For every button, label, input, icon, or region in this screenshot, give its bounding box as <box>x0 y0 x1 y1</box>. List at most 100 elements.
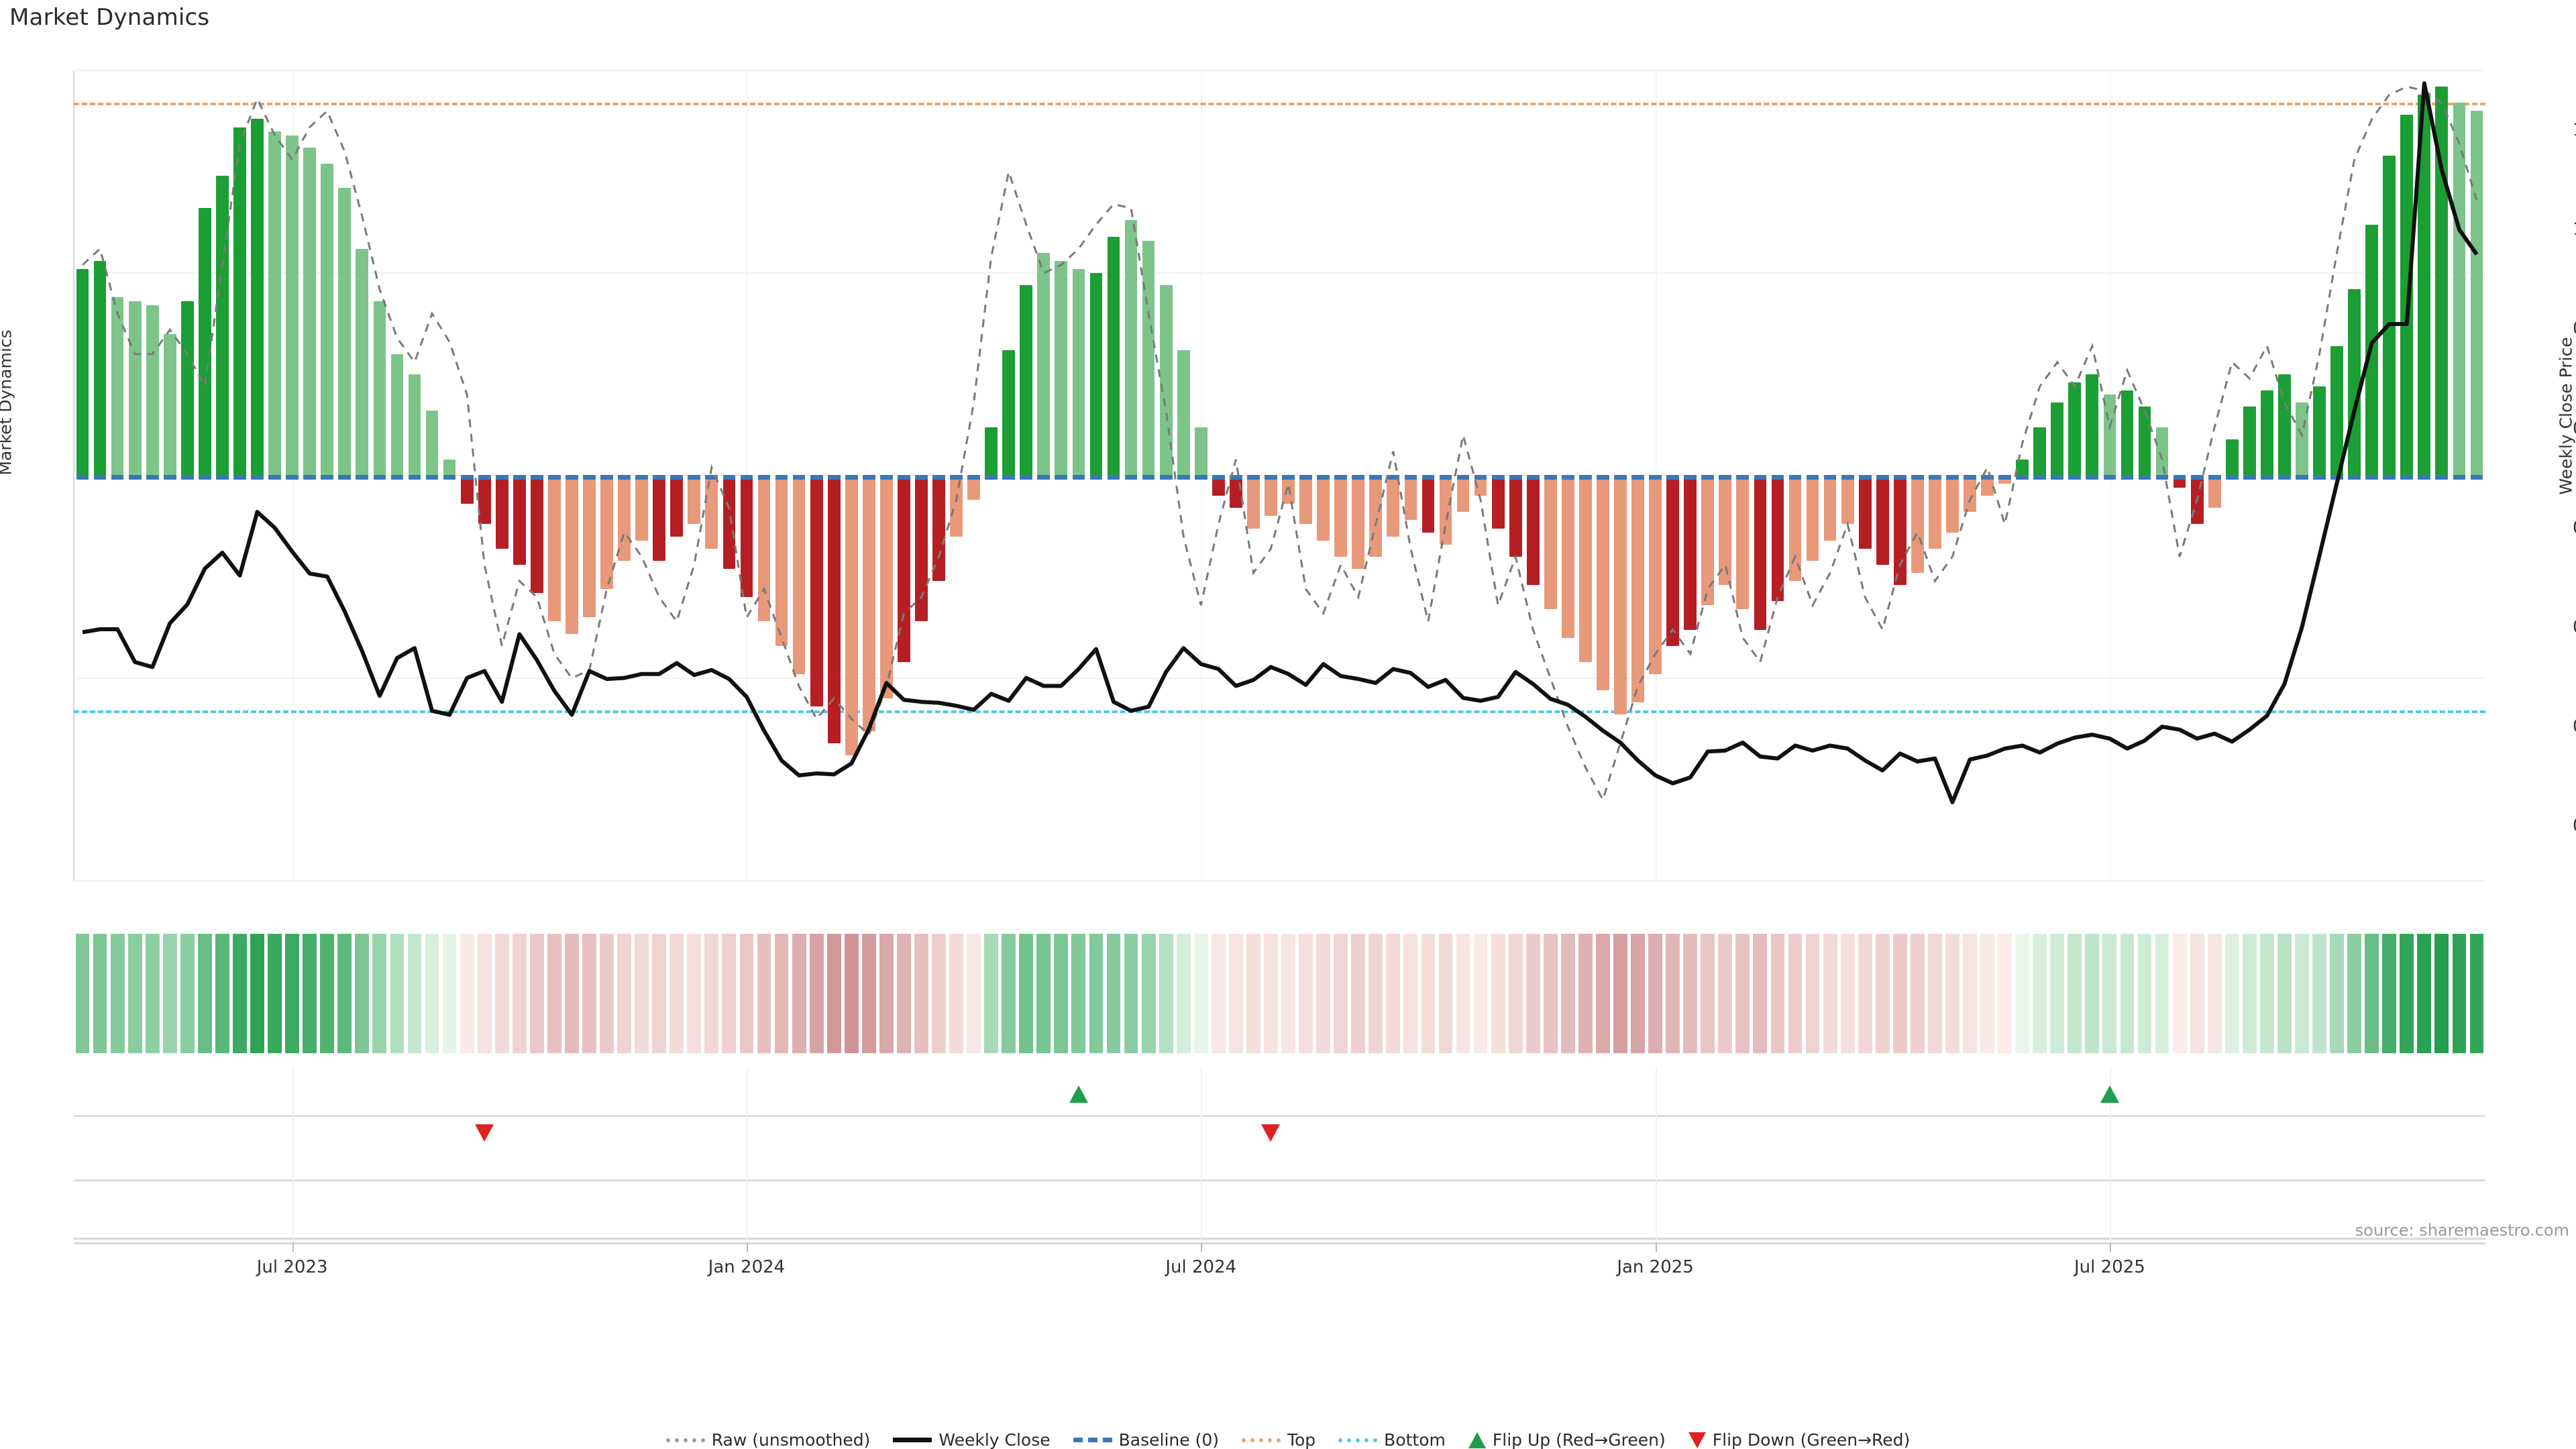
market-dynamics-bar <box>425 411 439 476</box>
market-dynamics-bar <box>2453 103 2466 476</box>
market-dynamics-bar <box>583 476 596 618</box>
market-dynamics-bar <box>1526 476 1540 586</box>
market-dynamics-bar <box>93 260 107 476</box>
baseline-zero-marker <box>2313 475 2326 480</box>
legend-item[interactable]: Flip Down (Green→Red) <box>1688 1430 1910 1449</box>
baseline-zero-marker <box>1159 475 1173 480</box>
legend-item[interactable]: Baseline (0) <box>1073 1430 1219 1449</box>
heat-strip-cell <box>477 934 492 1053</box>
heat-strip-cell <box>303 934 317 1053</box>
flip-panel-vertical-gridline <box>1655 1067 1657 1241</box>
baseline-zero-marker <box>1089 475 1103 480</box>
baseline-zero-marker <box>93 475 107 480</box>
heat-strip-cell <box>1054 934 1069 1053</box>
baseline-zero-marker <box>862 475 875 480</box>
heat-strip-cell <box>180 934 195 1053</box>
market-dynamics-bar <box>1474 476 1487 496</box>
legend-item-label: Bottom <box>1384 1430 1446 1449</box>
heat-strip-cell <box>407 934 422 1053</box>
heat-strip-cell <box>1368 934 1383 1053</box>
baseline-zero-marker <box>356 475 369 480</box>
heat-strip-cell <box>2224 934 2239 1053</box>
legend-item[interactable]: Flip Up (Red→Green) <box>1468 1430 1666 1449</box>
heat-strip-cell <box>757 934 771 1053</box>
legend-item[interactable]: Raw (unsmoothed) <box>665 1430 870 1449</box>
baseline-zero-marker <box>740 475 753 480</box>
heat-strip-cell <box>162 934 177 1053</box>
baseline-zero-marker <box>1858 475 1872 480</box>
baseline-zero-marker <box>775 475 788 480</box>
heat-strip-cell <box>879 934 894 1053</box>
x-axis-tick-mark <box>1655 1242 1657 1252</box>
market-dynamics-bar <box>2225 439 2239 476</box>
heat-strip-cell <box>1403 934 1418 1053</box>
baseline-zero-marker <box>792 475 806 480</box>
baseline-zero-marker <box>321 475 334 480</box>
heat-strip-cell <box>1648 934 1662 1053</box>
market-dynamics-bar <box>1841 476 1854 525</box>
heat-strip-cell <box>2102 934 2117 1053</box>
market-dynamics-bar <box>757 476 771 622</box>
baseline-zero-marker <box>1544 475 1557 480</box>
baseline-zero-marker <box>495 475 508 480</box>
baseline-zero-marker <box>303 475 317 480</box>
heat-strip-cell <box>2172 934 2187 1053</box>
baseline-zero-marker <box>845 475 858 480</box>
heat-strip-cell <box>320 934 335 1053</box>
baseline-zero-marker <box>915 475 928 480</box>
flip-down-marker <box>475 1124 494 1142</box>
market-dynamics-bar <box>2016 459 2029 476</box>
legend-item-label: Weekly Close <box>938 1430 1051 1449</box>
market-dynamics-bar <box>985 427 998 476</box>
baseline-zero-marker <box>2033 475 2047 480</box>
baseline-zero-marker <box>76 475 89 480</box>
legend-item[interactable]: Weekly Close <box>893 1430 1051 1449</box>
heat-strip-cell <box>1071 934 1086 1053</box>
baseline-zero-marker <box>757 475 771 480</box>
baseline-zero-marker <box>1666 475 1679 480</box>
heat-strip-cell <box>2033 934 2047 1053</box>
heat-strip-cell <box>1875 934 1890 1053</box>
heat-strip-cell <box>1910 934 1925 1053</box>
market-dynamics-bar <box>1089 273 1103 476</box>
gridline-horizontal <box>74 272 2485 274</box>
baseline-zero-marker <box>390 475 404 480</box>
page-title: Market Dynamics <box>9 4 210 31</box>
market-dynamics-bar <box>1631 476 1644 703</box>
legend-item[interactable]: Bottom <box>1338 1430 1446 1449</box>
heat-strip-cell <box>774 934 789 1053</box>
legend-item-label: Baseline (0) <box>1118 1430 1219 1449</box>
heat-strip-cell <box>460 934 474 1053</box>
heat-strip-cell <box>1631 934 1645 1053</box>
baseline-zero-marker <box>1841 475 1854 480</box>
baseline-zero-marker <box>2121 475 2134 480</box>
baseline-zero-marker <box>1946 475 1959 480</box>
gridline-horizontal <box>74 475 2485 476</box>
flip-panel-vertical-gridline <box>292 1067 294 1241</box>
x-axis-tick-mark <box>1201 1242 1203 1252</box>
market-dynamics-bar <box>1893 476 1907 586</box>
baseline-zero-marker <box>1579 475 1592 480</box>
heat-strip-cell <box>547 934 561 1053</box>
baseline-zero-marker <box>1404 475 1417 480</box>
heat-strip-cell <box>2050 934 2065 1053</box>
heat-strip-cell <box>1299 934 1313 1053</box>
baseline-zero-marker <box>2086 475 2099 480</box>
market-dynamics-bar <box>1684 476 1697 630</box>
flip-panel-vertical-gridline <box>2109 1067 2111 1241</box>
heat-strip-cell <box>75 934 90 1053</box>
baseline-zero-marker <box>932 475 945 480</box>
heat-strip-cell <box>197 934 212 1053</box>
heat-strip-cell <box>2137 934 2152 1053</box>
heat-strip-cell <box>1176 934 1191 1053</box>
baseline-zero-marker <box>180 475 194 480</box>
baseline-zero-marker <box>653 475 666 480</box>
market-dynamics-bar <box>705 476 718 549</box>
legend-item[interactable]: Top <box>1241 1430 1316 1449</box>
baseline-zero-marker <box>233 475 246 480</box>
baseline-zero-marker <box>268 475 281 480</box>
heat-strip-cell <box>1002 934 1016 1053</box>
heat-strip-cell <box>2242 934 2257 1053</box>
flip-down-marker <box>1261 1124 1281 1142</box>
baseline-zero-marker <box>2208 475 2221 480</box>
